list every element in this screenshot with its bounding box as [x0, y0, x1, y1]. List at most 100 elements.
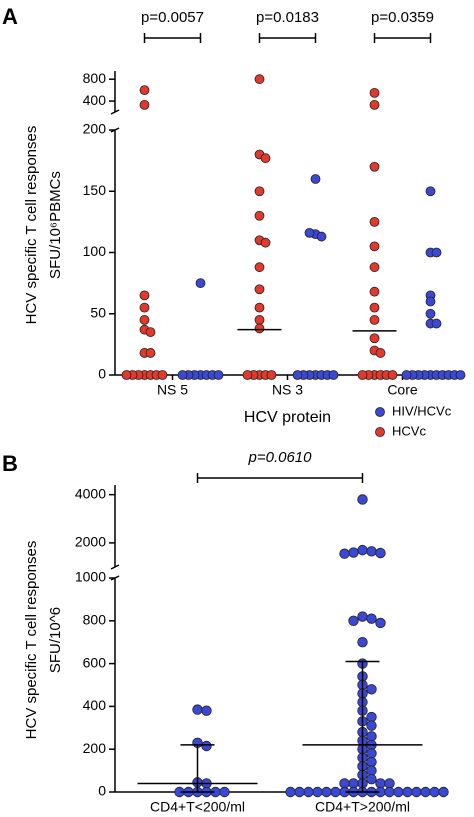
data-point	[366, 720, 377, 731]
y-tick-label: 400	[83, 697, 107, 713]
data-point	[303, 786, 314, 798]
data-point	[266, 370, 277, 380]
legend-marker	[375, 407, 385, 417]
data-point	[294, 786, 305, 798]
data-point	[260, 237, 271, 248]
data-point	[121, 370, 132, 380]
data-point	[254, 262, 265, 273]
data-point	[195, 278, 206, 289]
data-point	[254, 186, 265, 197]
p-value: p=0.0057	[141, 9, 204, 26]
data-point	[384, 786, 395, 798]
y-tick-label: 50	[90, 304, 106, 320]
data-point	[312, 786, 323, 798]
data-point	[425, 308, 436, 319]
data-point	[425, 296, 436, 307]
data-point	[139, 302, 150, 313]
data-point	[401, 370, 412, 380]
data-point	[357, 370, 368, 380]
data-point	[366, 711, 377, 723]
data-point	[357, 544, 368, 556]
data-point	[328, 370, 339, 380]
y-tick-label: 100	[83, 243, 107, 259]
data-point	[387, 370, 398, 380]
data-point	[420, 786, 431, 798]
y-tick-label: 150	[83, 182, 107, 198]
axis-break	[110, 109, 120, 115]
data-point	[285, 786, 296, 798]
data-point	[139, 85, 150, 96]
data-point	[366, 765, 377, 776]
y-tick-label: 4000	[75, 485, 106, 501]
data-point	[369, 286, 380, 297]
panel-label: B	[2, 451, 18, 476]
legend-marker	[375, 427, 385, 437]
data-point	[304, 227, 315, 238]
data-point	[431, 247, 442, 258]
data-point	[139, 290, 150, 301]
panel-label: A	[2, 4, 18, 29]
data-point	[254, 323, 265, 334]
data-point	[321, 786, 332, 798]
y-tick-label: 400	[83, 92, 107, 108]
legend-label: HCVc	[392, 423, 426, 438]
y-tick-label: 0	[98, 366, 106, 382]
data-point	[348, 615, 359, 627]
data-point	[201, 740, 212, 752]
y-tick-label: 800	[83, 70, 107, 86]
data-point	[254, 314, 265, 325]
data-point	[369, 216, 380, 227]
data-point	[357, 611, 368, 622]
data-point	[201, 705, 212, 716]
legend-label: HIV/HCVc	[392, 403, 452, 418]
data-point	[254, 210, 265, 221]
data-point	[145, 348, 156, 358]
data-point	[429, 786, 440, 798]
data-point	[242, 370, 253, 380]
data-point	[411, 786, 422, 798]
data-point	[375, 348, 386, 358]
data-point	[177, 370, 188, 380]
data-point	[366, 773, 377, 785]
axis-break	[110, 564, 120, 570]
y-tick-label: 200	[83, 740, 107, 756]
x-tick-label: CD4+T<200/ml	[150, 799, 245, 815]
y-axis-label: SFU/10⁶PBMCs	[47, 171, 64, 279]
data-point	[330, 786, 341, 798]
x-tick-label: NS 3	[272, 382, 303, 398]
data-point	[254, 302, 265, 313]
data-point	[357, 494, 368, 505]
data-point	[310, 174, 321, 184]
data-point	[375, 778, 386, 789]
data-point	[369, 161, 380, 172]
data-point	[192, 704, 203, 715]
y-tick-label: 200	[83, 121, 107, 137]
data-point	[260, 153, 271, 164]
data-point	[366, 748, 377, 759]
p-value: p=0.0183	[256, 9, 319, 26]
data-point	[425, 186, 436, 197]
data-point	[375, 617, 386, 629]
data-point	[139, 99, 150, 110]
data-point	[369, 314, 380, 325]
x-axis-label: HCV protein	[244, 409, 331, 426]
data-point	[369, 302, 380, 313]
data-point	[219, 786, 230, 798]
data-point	[384, 778, 395, 789]
data-point	[366, 731, 377, 742]
data-point	[369, 87, 380, 98]
data-point	[366, 684, 377, 695]
data-point	[366, 613, 377, 624]
data-point	[431, 318, 442, 329]
data-point	[369, 99, 380, 110]
data-point	[339, 778, 350, 789]
y-axis-label: HCV specific T cell responses	[23, 126, 40, 325]
y-tick-label: 0	[98, 783, 106, 799]
p-value: p=0.0359	[371, 9, 434, 26]
data-point	[145, 327, 156, 338]
data-point	[254, 74, 265, 85]
data-point	[339, 548, 350, 559]
data-point	[357, 637, 368, 648]
data-point	[366, 756, 377, 768]
